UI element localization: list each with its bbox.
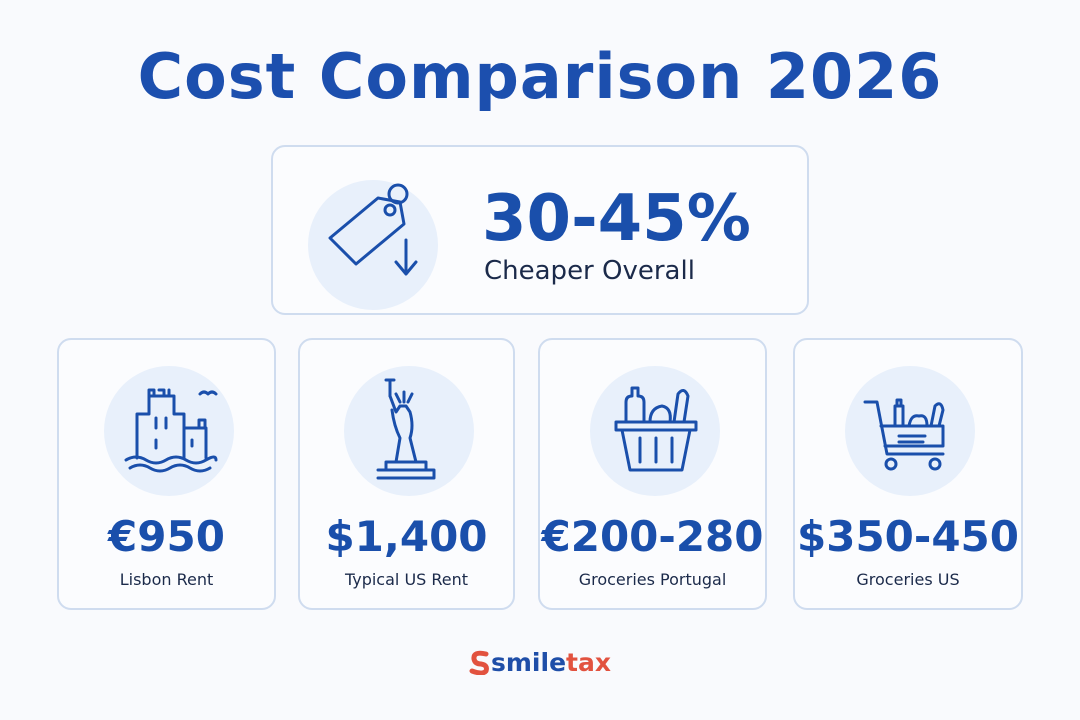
card-icon [614, 386, 697, 472]
card-label: Lisbon Rent [119, 570, 214, 589]
highlight-value: 30-45% [482, 182, 751, 256]
card-label: Groceries Portugal [578, 570, 727, 589]
stat-card: €950 Lisbon Rent [57, 338, 276, 610]
title: Cost Comparison 2026 [137, 40, 943, 113]
card-value: €200-280 [541, 512, 764, 561]
brand-second: tax [566, 648, 611, 677]
stat-card: $1,400 Typical US Rent [298, 338, 515, 610]
brand-logo: smiletax [0, 648, 1080, 677]
stat-card: €200-280 Groceries Portugal [538, 338, 767, 610]
card-value: $1,400 [325, 512, 488, 561]
card-icon [376, 378, 435, 480]
card-label: Groceries US [856, 570, 960, 589]
tag-icon [328, 183, 418, 276]
icon-circle [845, 366, 975, 496]
brand-icon [469, 650, 489, 676]
stat-card: $350-450 Groceries US [793, 338, 1023, 610]
card-value: $350-450 [797, 512, 1019, 561]
card-value: €950 [108, 512, 225, 561]
card-label: Typical US Rent [344, 570, 469, 589]
highlight-label: Cheaper Overall [484, 256, 695, 286]
card-icon [863, 398, 945, 471]
icon-circle [343, 366, 474, 496]
card-icon [124, 388, 217, 473]
icon-circle [103, 366, 234, 496]
brand-first: smile [491, 648, 567, 677]
